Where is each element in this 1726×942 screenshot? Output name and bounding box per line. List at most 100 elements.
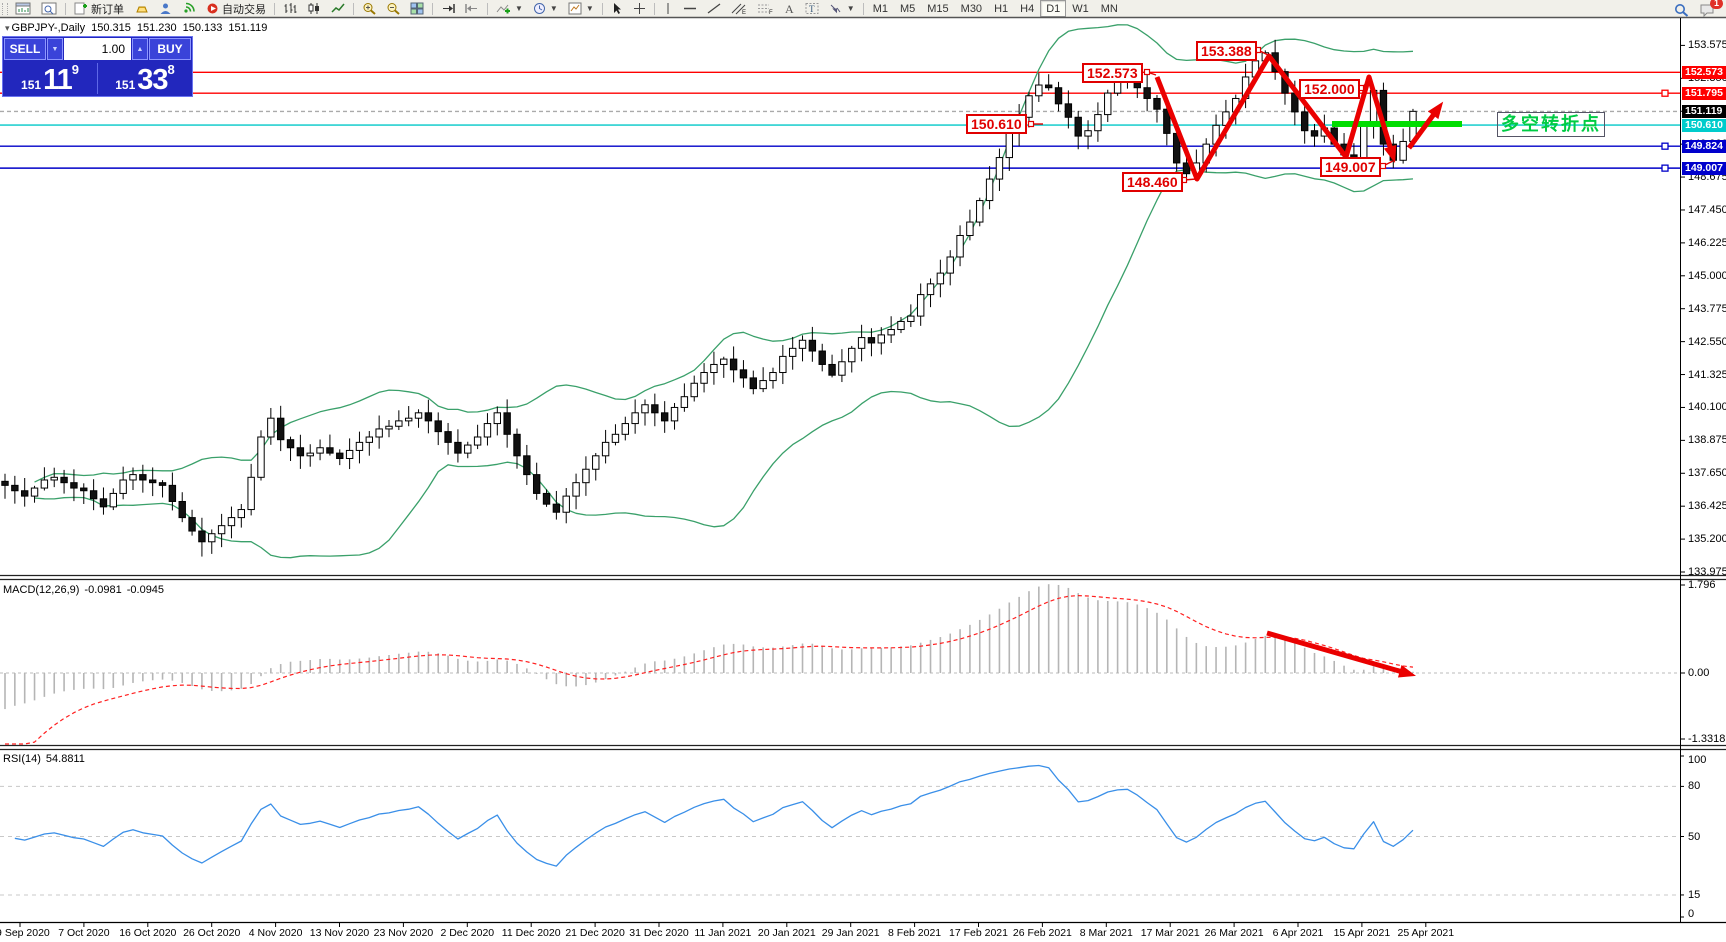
- zoom-in-button[interactable]: [358, 0, 380, 17]
- svg-text:T: T: [809, 4, 815, 14]
- notifications-icon[interactable]: 1: [1695, 0, 1723, 18]
- price-axis-label: 135.200: [1688, 533, 1726, 546]
- notification-badge: 1: [1709, 0, 1723, 9]
- rsi-axis-label: 100: [1688, 754, 1707, 766]
- new-order-label: 新订单: [91, 3, 124, 16]
- volume-input[interactable]: 1.00: [64, 38, 131, 60]
- community-icon-button[interactable]: [155, 0, 176, 17]
- rsi-axis-label: 0: [1688, 908, 1695, 920]
- macd-indicator-label: MACD(12,26,9) -0.0981 -0.0945: [3, 584, 165, 596]
- candlestick-type-button[interactable]: [303, 0, 325, 17]
- level-price-badge: 149.824: [1682, 139, 1726, 153]
- date-axis-label: 2 Dec 2020: [440, 927, 495, 939]
- date-axis-label: 20 Jan 2021: [757, 927, 816, 939]
- crosshair-tool-button[interactable]: [629, 0, 650, 17]
- symbol-info: ▾ GBPJPY-,Daily 150.315 151.230 150.133 151.1…: [5, 22, 273, 34]
- date-axis-label: 15 Apr 2021: [1333, 927, 1391, 939]
- price-axis-label: 138.875: [1688, 434, 1726, 447]
- market-watch-button[interactable]: [37, 0, 61, 17]
- sell-price-button[interactable]: 151 11 9: [3, 61, 97, 96]
- buy-price-button[interactable]: 151 33 8: [98, 61, 192, 96]
- indicators-button[interactable]: ▼: [492, 0, 527, 17]
- price-annotation-box[interactable]: 148.460: [1122, 172, 1183, 192]
- macd-axis-label: 0.00: [1688, 667, 1710, 679]
- volume-decrease-button[interactable]: ▼: [47, 38, 63, 60]
- price-axis-label: 136.425: [1688, 500, 1726, 513]
- line-chart-type-button[interactable]: [327, 0, 349, 17]
- buy-price-sup: 8: [167, 62, 175, 77]
- sell-price-int: 151: [21, 78, 42, 92]
- price-axis-label: 140.100: [1688, 401, 1726, 414]
- auto-scroll-button[interactable]: [437, 0, 459, 17]
- date-axis-label: 17 Mar 2021: [1140, 927, 1200, 939]
- date-axis-label: 4 Nov 2020: [248, 927, 303, 939]
- auto-trading-button[interactable]: 自动交易: [202, 0, 270, 17]
- date-axis-label: 11 Dec 2020: [501, 927, 561, 939]
- date-axis-label: 25 Apr 2021: [1397, 927, 1455, 939]
- gold-icon-button[interactable]: [130, 0, 153, 17]
- date-axis-label: 26 Oct 2020: [183, 927, 241, 939]
- price-axis-label: 133.975: [1688, 566, 1726, 578]
- text-label-tool-button[interactable]: T: [801, 0, 823, 17]
- search-icon[interactable]: [1670, 1, 1693, 18]
- auto-trading-label: 自动交易: [222, 3, 266, 16]
- horizontal-line-tool-button[interactable]: [679, 0, 701, 17]
- volume-increase-button[interactable]: ▲: [132, 38, 148, 60]
- buy-price-int: 151: [115, 78, 136, 92]
- svg-text:F: F: [769, 10, 773, 15]
- text-tool-button[interactable]: A: [779, 0, 799, 17]
- date-axis-label: 23 Nov 2020: [373, 927, 434, 939]
- date-axis-label: 26 Feb 2021: [1012, 927, 1072, 939]
- tile-windows-button[interactable]: [406, 0, 428, 17]
- cursor-tool-button[interactable]: [607, 0, 627, 17]
- svg-text:A: A: [785, 2, 794, 15]
- arrows-tool-button[interactable]: ▼: [825, 0, 859, 17]
- price-annotation-box[interactable]: 152.573: [1082, 63, 1143, 83]
- trendline-tool-button[interactable]: [703, 0, 725, 17]
- bar-chart-type-button[interactable]: [279, 0, 301, 17]
- timeframe-h1-button[interactable]: H1: [994, 2, 1009, 15]
- date-axis-label: 6 Apr 2021: [1272, 927, 1324, 939]
- signals-icon-button[interactable]: [178, 0, 200, 17]
- new-order-button[interactable]: 新订单: [70, 0, 128, 17]
- vertical-line-tool-button[interactable]: [659, 0, 677, 17]
- sell-button[interactable]: SELL: [4, 38, 46, 60]
- price-axis-label: 137.650: [1688, 467, 1726, 480]
- periods-button[interactable]: ▼: [529, 0, 562, 17]
- buy-button[interactable]: BUY: [149, 38, 191, 60]
- level-price-badge: 149.007: [1682, 161, 1726, 175]
- timeframe-m30-button[interactable]: M30: [960, 2, 983, 15]
- chart-shift-button[interactable]: [461, 0, 483, 17]
- buy-price-main: 33: [137, 64, 168, 96]
- timeframe-m15-button[interactable]: M15: [927, 2, 949, 15]
- price-annotation-box[interactable]: 150.610: [966, 114, 1027, 134]
- fibonacci-tool-button[interactable]: F: [753, 0, 777, 17]
- chart-window-button[interactable]: [11, 0, 35, 17]
- price-annotation-box[interactable]: 152.000: [1299, 79, 1360, 99]
- templates-button[interactable]: ▼: [564, 0, 598, 17]
- level-price-badge: 151.795: [1682, 86, 1726, 100]
- ohlc-close: 151.119: [228, 22, 268, 34]
- timeframe-m5-button[interactable]: M5: [899, 2, 916, 15]
- date-axis-label: 29 Jan 2021: [821, 927, 880, 939]
- channel-tool-button[interactable]: E: [727, 0, 751, 17]
- toolbar-grip: [2, 2, 8, 15]
- price-axis-label: 147.450: [1688, 204, 1726, 216]
- level-price-badge: 150.610: [1682, 118, 1726, 132]
- timeframe-w1-button[interactable]: W1: [1072, 2, 1089, 15]
- timeframe-h4-button[interactable]: H4: [1020, 2, 1035, 15]
- rsi-axis-label: 15: [1688, 888, 1701, 901]
- price-annotation-box[interactable]: 153.388: [1196, 41, 1257, 61]
- timeframe-mn-button[interactable]: MN: [1100, 2, 1118, 15]
- ohlc-open: 150.315: [91, 22, 131, 34]
- zoom-out-button[interactable]: [382, 0, 404, 17]
- macd-axis-label: 1.796: [1688, 579, 1716, 591]
- timeframe-d1-button[interactable]: D1: [1040, 0, 1067, 17]
- price-axis-label: 145.000: [1688, 269, 1726, 282]
- price-annotation-box[interactable]: 149.007: [1320, 157, 1381, 177]
- one-click-panel-toggle[interactable]: ▾: [5, 23, 10, 33]
- timeframe-m1-button[interactable]: M1: [872, 2, 888, 15]
- pivot-text-object[interactable]: 多空转折点: [1497, 112, 1605, 137]
